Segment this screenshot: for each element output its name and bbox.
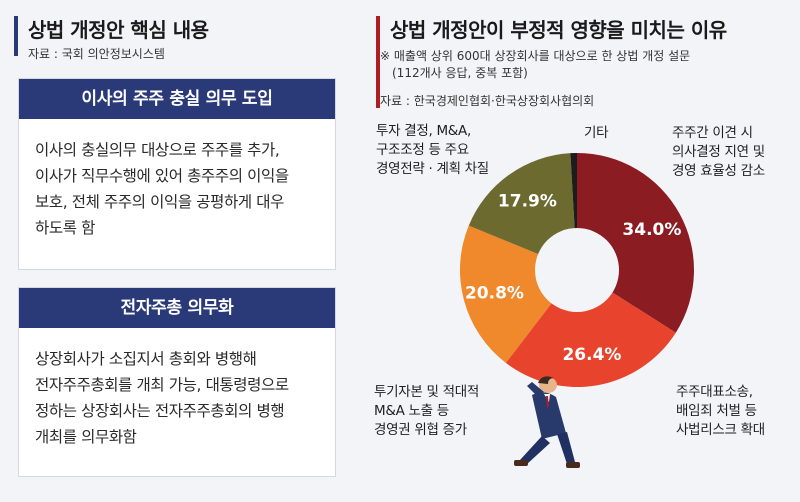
slice-label-line: 사법리스크 확대 [676, 422, 765, 438]
donut-value-labels: 34.0% 26.4% 20.8% 17.9% [465, 191, 681, 365]
value-label-decision-delay: 34.0% [622, 220, 681, 240]
slice-label-line: 투기자본 및 적대적 [374, 384, 479, 400]
card-fiduciary-duty: 이사의 주주 충실 의무 도입 이사의 충실의무 대상으로 주주를 추가, 이사… [18, 78, 336, 270]
person-jacket [532, 392, 566, 439]
donut-chart: 34.0% 26.4% 20.8% 17.9% [460, 153, 694, 468]
slice-label-line: 구조조정 등 주요 [376, 142, 469, 158]
right-source: 자료 : 한국경제인협회·한국상장회사협의회 [380, 94, 595, 108]
card-fiduciary-duty-header: 이사의 주주 충실 의무 도입 [19, 79, 335, 119]
person-tie [546, 396, 549, 408]
card-text-line: 상장회사가 소집지서 총회와 병행해 [35, 350, 257, 368]
card-text-line: 전자주주총회를 개최 가능, 대통령령으로 [35, 376, 289, 394]
card-text-line: 개최를 의무화함 [35, 428, 137, 446]
card-text-line: 이사의 충실의무 대상으로 주주를 추가, [35, 141, 280, 159]
person-leg-right [557, 432, 575, 464]
value-label-legal-risk: 26.4% [562, 345, 621, 365]
survey-note-line: ※ 매출액 상위 600대 상장회사를 대상으로 한 상법 개정 설문 [380, 49, 691, 63]
slice-label-line: 주주간 이견 시 [672, 125, 753, 141]
card-text-line: 하도록 함 [35, 219, 95, 237]
person-shoe-left [514, 460, 528, 466]
survey-note: ※ 매출액 상위 600대 상장회사를 대상으로 한 상법 개정 설문 (112… [380, 48, 690, 82]
survey-note-line: (112개사 응답, 중복 포함) [392, 66, 528, 80]
slice-label-line: 투자 결정, M&A, [376, 123, 471, 139]
value-label-strategy: 17.9% [498, 191, 557, 211]
card-text-line: 정하는 상장회사는 전자주주총회의 병행 [35, 402, 285, 420]
card-text-line: 보호, 전체 주주의 이익을 공평하게 대우 [35, 193, 284, 211]
slice-label-line: 경영권 위협 증가 [374, 422, 467, 438]
slice-label-decision-delay: 주주간 이견 시 의사결정 지연 및 경영 효율성 감소 [672, 124, 765, 181]
card-electronic-meeting-header: 전자주총 의무화 [19, 288, 335, 328]
slice-label-takeover-threat: 투기자본 및 적대적 M&A 노출 등 경영권 위협 증가 [374, 383, 479, 440]
left-source: 자료 : 국회 의안정보시스템 [28, 47, 165, 61]
person-arm [527, 382, 544, 396]
person-illustration [514, 376, 580, 468]
slice-label-line: 주주대표소송, [676, 384, 753, 400]
slice-label-line: 경영 효율성 감소 [672, 163, 765, 179]
right-panel: 상법 개정안이 부정적 영향을 미치는 이유 ※ 매출액 상위 600대 상장회… [362, 0, 800, 502]
slice-label-line: 의사결정 지연 및 [672, 144, 765, 160]
slice-label-line: 기타 [584, 125, 609, 141]
card-fiduciary-duty-body: 이사의 충실의무 대상으로 주주를 추가, 이사가 직무수행에 있어 총주주의 … [19, 119, 335, 241]
slice-label-other: 기타 [584, 124, 609, 143]
slice-label-strategy: 투자 결정, M&A, 구조조정 등 주요 경영전략 · 계획 차질 [376, 122, 489, 179]
right-title: 상법 개정안이 부정적 영향을 미치는 이유 [390, 18, 727, 42]
person-hair [538, 376, 554, 384]
slice-label-legal-risk: 주주대표소송, 배임죄 처벌 등 사법리스크 확대 [676, 383, 765, 440]
left-panel: 상법 개정안 핵심 내용 자료 : 국회 의안정보시스템 이사의 주주 충실 의… [0, 0, 360, 502]
left-title: 상법 개정안 핵심 내용 [28, 18, 209, 42]
value-label-takeover-threat: 20.8% [465, 283, 524, 303]
slice-label-line: M&A 노출 등 [374, 403, 449, 419]
left-title-accent-bar [14, 16, 18, 56]
donut-hole [535, 228, 619, 312]
card-text-line: 이사가 직무수행에 있어 총주주의 이익을 [35, 167, 289, 185]
person-shoe-right [566, 462, 580, 468]
card-electronic-meeting: 전자주총 의무화 상장회사가 소집지서 총회와 병행해 전자주주총회를 개최 가… [18, 287, 336, 477]
donut-slice-legal-risk [505, 270, 676, 387]
person-leg-left [520, 436, 550, 465]
right-title-accent-bar [376, 16, 380, 108]
card-electronic-meeting-body: 상장회사가 소집지서 총회와 병행해 전자주주총회를 개최 가능, 대통령령으로… [19, 328, 335, 450]
slice-label-line: 배임죄 처벌 등 [676, 403, 757, 419]
slice-label-line: 경영전략 · 계획 차질 [376, 161, 489, 177]
